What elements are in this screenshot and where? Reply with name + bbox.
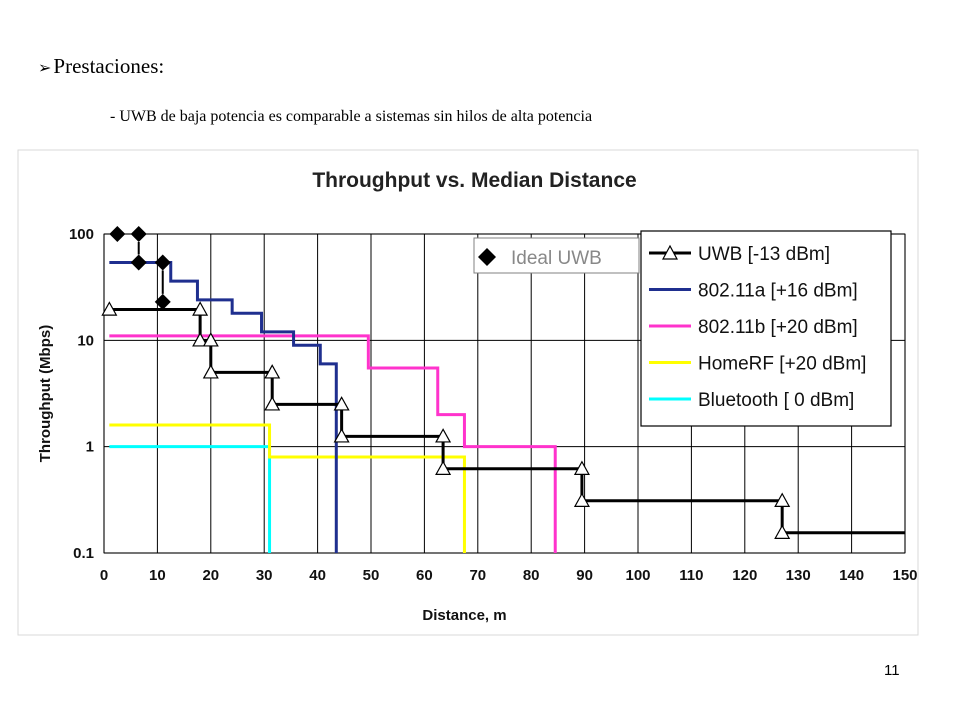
ideal-uwb-marker — [130, 226, 147, 242]
legend-label-uwb: UWB [-13 dBm] — [698, 244, 830, 265]
x-tick-label: 50 — [363, 567, 380, 584]
slide-heading: ➢Prestaciones: — [38, 54, 164, 79]
chart-title: Throughput vs. Median Distance — [312, 169, 636, 192]
y-tick-label: 100 — [69, 226, 94, 243]
uwb-marker — [573, 492, 590, 507]
uwb-marker — [333, 428, 350, 443]
uwb-marker — [101, 301, 118, 316]
legend-ideal-marker — [478, 248, 496, 266]
legend-box — [640, 230, 892, 427]
y-tick-label: 10 — [77, 332, 94, 349]
y-axis-label: Throughput (Mbps) — [37, 325, 54, 462]
x-tick-label: 20 — [202, 567, 219, 584]
uwb-marker — [774, 524, 791, 539]
uwb-marker — [202, 332, 219, 347]
ideal-uwb-marker — [154, 254, 171, 271]
legend-label-802-11b: 802.11b [+20 dBm] — [698, 317, 858, 338]
page-number: 11 — [884, 662, 900, 679]
slide-subline: - UWB de baja potencia es comparable a s… — [110, 108, 593, 125]
ideal-uwb-marker — [130, 254, 147, 271]
ideal-uwb-marker — [154, 293, 171, 310]
x-tick-label: 60 — [416, 567, 433, 584]
uwb-marker — [774, 492, 791, 507]
uwb-marker — [192, 332, 209, 347]
x-tick-label: 130 — [786, 567, 811, 584]
x-tick-label: 70 — [469, 567, 486, 584]
legend-uwb-marker — [661, 244, 679, 260]
y-tick-label: 0.1 — [73, 545, 94, 562]
x-tick-label: 0 — [100, 567, 108, 584]
x-tick-label: 30 — [256, 567, 273, 584]
uwb-marker — [202, 364, 219, 379]
uwb-marker — [435, 460, 452, 475]
uwb-marker — [333, 396, 350, 411]
uwb-marker — [192, 301, 209, 316]
legend-label-802-11a: 802.11a [+16 dBm] — [698, 281, 858, 302]
series-line-homerf — [109, 423, 466, 553]
legend-ideal-box — [473, 237, 640, 274]
x-tick-label: 150 — [892, 567, 917, 584]
x-tick-label: 110 — [679, 567, 703, 584]
legend-label-homerf: HomeRF [+20 dBm] — [698, 354, 866, 375]
series-line-802-11b — [109, 334, 557, 553]
uwb-marker — [264, 396, 281, 411]
x-tick-label: 140 — [839, 567, 864, 584]
uwb-marker — [435, 428, 452, 443]
y-tick-label: 1 — [86, 439, 94, 456]
arrow-bullet-icon: ➢ — [38, 58, 52, 77]
series-line-uwb — [109, 307, 905, 535]
ideal-uwb-marker — [109, 226, 126, 242]
x-tick-label: 120 — [732, 567, 757, 584]
x-tick-label: 100 — [625, 567, 650, 584]
series-line-802-11a — [109, 260, 338, 553]
x-axis-label: Distance, m — [422, 607, 506, 624]
x-tick-label: 40 — [309, 567, 326, 584]
x-tick-label: 90 — [576, 567, 593, 584]
heading-text: Prestaciones: — [53, 54, 165, 78]
legend-ideal-label: Ideal UWB — [511, 248, 602, 269]
uwb-marker — [573, 460, 590, 475]
x-tick-label: 80 — [523, 567, 540, 584]
legend-label-bluetooth: Bluetooth [ 0 dBm] — [698, 390, 854, 411]
x-tick-label: 10 — [149, 567, 166, 584]
uwb-marker — [264, 364, 281, 379]
